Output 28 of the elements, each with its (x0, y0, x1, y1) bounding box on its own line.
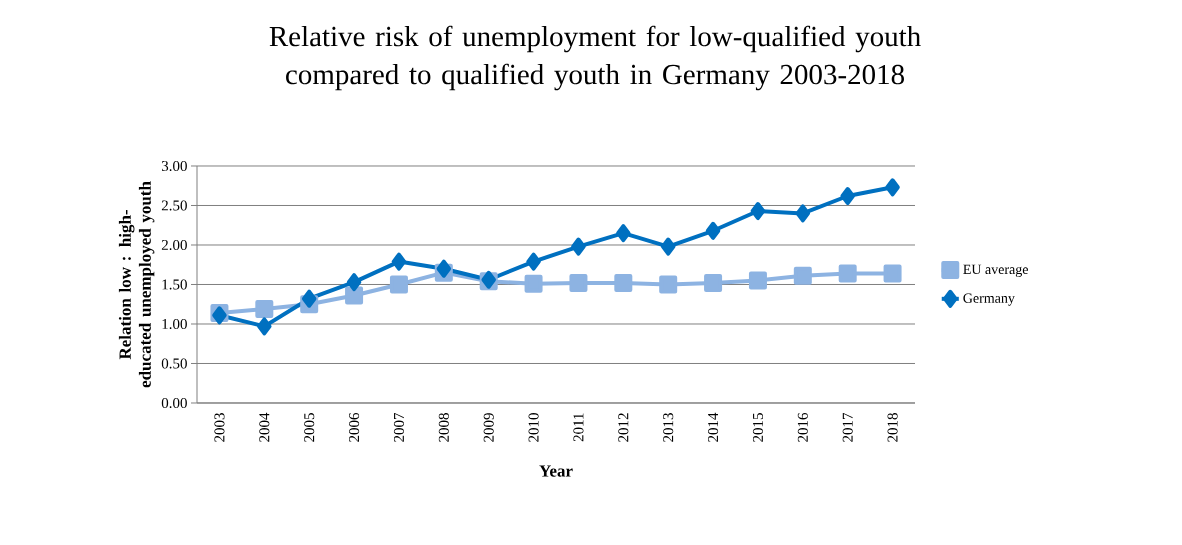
x-tick-label: 2015 (752, 413, 763, 442)
x-tick-label: 2005 (304, 413, 315, 442)
chart-title: Relative risk of unemployment for low-qualified youth compared to qualified youth in Germany 2003-2018 (269, 25, 921, 91)
x-tick-label: 2013 (663, 413, 674, 442)
x-axis-title: Year (539, 465, 573, 477)
x-tick-label: 2012 (618, 413, 629, 442)
y-tick-label: 3.00 (161, 160, 187, 172)
y-tick-label: 0.50 (161, 358, 187, 369)
y-tick-label: 1.50 (162, 279, 187, 290)
legend-label: Germany (963, 293, 1015, 306)
x-tick-label: 2014 (708, 412, 719, 442)
x-tick-label: 2017 (842, 412, 853, 442)
y-axis-title: Relation low : high-educated unemployed youth (118, 181, 155, 388)
y-tick-label: 1.00 (162, 318, 187, 330)
x-tick-label: 2009 (483, 413, 494, 442)
x-tick-label: 2010 (528, 413, 539, 442)
y-tick-label: 2.50 (161, 200, 187, 211)
x-tick-label: 2004 (259, 412, 270, 442)
x-tick-label: 2007 (393, 412, 404, 442)
y-tick-label: 0.00 (161, 397, 187, 409)
x-tick-label: 2006 (349, 412, 360, 442)
x-tick-label: 2008 (438, 413, 449, 442)
x-tick-label: 2018 (887, 413, 898, 442)
x-tick-label: 2011 (573, 413, 584, 442)
x-tick-label: 2016 (797, 412, 808, 442)
x-tick-label: 2003 (214, 413, 225, 442)
legend-label: EU average (963, 264, 1028, 277)
y-tick-label: 2.00 (161, 239, 187, 251)
